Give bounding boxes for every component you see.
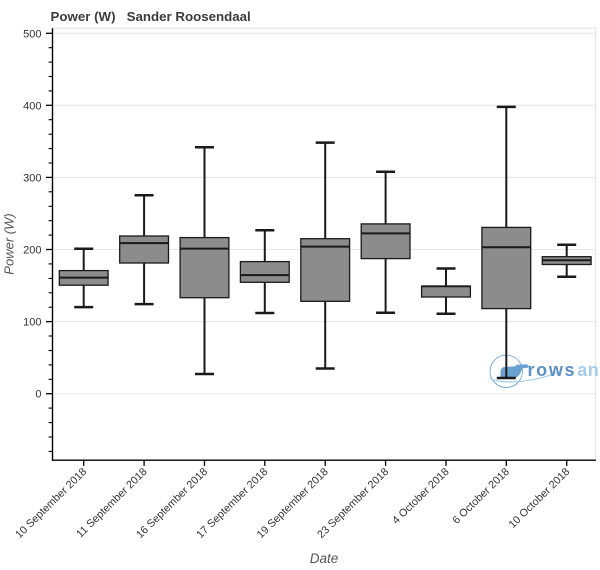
svg-text:rows: rows — [528, 360, 575, 380]
svg-text:Date: Date — [310, 551, 339, 566]
svg-text:200: 200 — [23, 245, 41, 257]
svg-text:an: an — [577, 360, 599, 380]
svg-text:500: 500 — [23, 28, 41, 40]
svg-text:100: 100 — [23, 317, 41, 329]
svg-text:Power (W) Sander Roosendaal: Power (W) Sander Roosendaal — [51, 9, 251, 24]
svg-text:Power (W): Power (W) — [2, 213, 17, 274]
svg-text:300: 300 — [23, 172, 41, 184]
svg-text:0: 0 — [35, 389, 41, 401]
svg-text:400: 400 — [23, 100, 41, 112]
